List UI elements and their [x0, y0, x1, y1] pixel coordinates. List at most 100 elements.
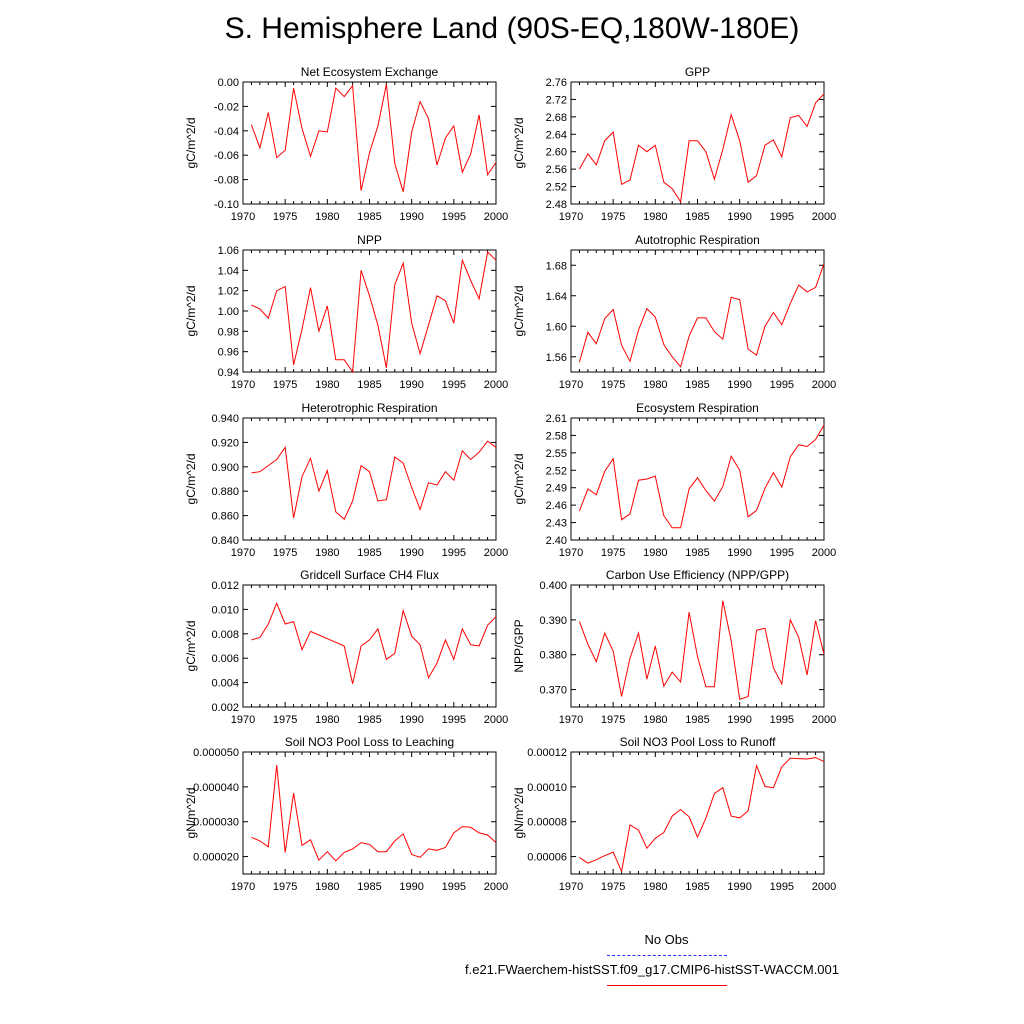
- panel-title: Soil NO3 Pool Loss to Leaching: [285, 735, 454, 749]
- y-axis-label: gC/m^2/d: [184, 621, 198, 672]
- x-tick-label: 1990: [727, 547, 751, 559]
- x-tick-label: 1970: [231, 211, 255, 223]
- x-tick-label: 1975: [601, 881, 625, 893]
- y-tick-label: 2.64: [546, 129, 567, 141]
- panel-title: Ecosystem Respiration: [636, 401, 759, 415]
- y-tick-label: 0.380: [539, 650, 567, 662]
- y-tick-label: 0.860: [211, 511, 239, 523]
- panel-title: NPP: [357, 233, 382, 247]
- x-tick-label: 1970: [231, 379, 255, 391]
- series-line: [251, 440, 497, 521]
- x-tick-label: 1995: [442, 881, 466, 893]
- x-tick-label: 1995: [770, 211, 794, 223]
- panel-heterotrophic-respiration: Heterotrophic Respiration gC/m^2/d 1970 197…: [184, 401, 508, 559]
- series-line: [251, 765, 497, 862]
- y-tick-label: 2.48: [546, 199, 567, 211]
- y-tick-label: 1.00: [218, 306, 239, 318]
- x-tick-label: 1990: [399, 211, 423, 223]
- y-tick-label: 1.60: [546, 321, 567, 333]
- x-tick-label: 1975: [601, 211, 625, 223]
- panel-carbon-use-efficiency-npp-gpp: Carbon Use Efficiency (NPP/GPP) NPP/GPP 19…: [512, 568, 836, 726]
- x-tick-label: 1990: [727, 379, 751, 391]
- y-axis-label: gN/m^2/d: [512, 788, 526, 839]
- x-tick-label: 1990: [727, 881, 751, 893]
- y-tick-label: 0.00: [218, 77, 239, 89]
- x-tick-label: 1975: [601, 547, 625, 559]
- panel-title: Carbon Use Efficiency (NPP/GPP): [606, 568, 789, 582]
- x-tick-label: 1980: [643, 379, 667, 391]
- x-tick-label: 1995: [442, 714, 466, 726]
- panel-npp: NPP gC/m^2/d 1970 1975 1980 1985 1990 1995 2000 0…: [184, 233, 508, 391]
- y-tick-label: -0.08: [214, 175, 239, 187]
- x-tick-label: 1980: [643, 547, 667, 559]
- x-tick-label: 1990: [399, 881, 423, 893]
- series-line: [578, 263, 825, 368]
- y-tick-label: 0.006: [211, 653, 239, 665]
- x-tick-label: 2000: [484, 379, 508, 391]
- x-tick-label: 1995: [770, 881, 794, 893]
- x-tick-label: 1985: [357, 714, 381, 726]
- plot-frame: [570, 249, 825, 373]
- y-tick-label: 2.43: [546, 518, 567, 530]
- y-tick-label: -0.06: [214, 150, 239, 162]
- y-tick-label: 0.370: [539, 685, 567, 697]
- y-tick-label: 0.010: [211, 604, 239, 616]
- y-tick-label: 2.40: [546, 535, 567, 547]
- x-tick-label: 1975: [273, 379, 297, 391]
- x-tick-label: 1985: [685, 881, 709, 893]
- y-tick-label: 0.000050: [193, 747, 239, 759]
- x-tick-label: 1990: [727, 211, 751, 223]
- y-tick-label: 2.55: [546, 448, 567, 460]
- x-tick-label: 1985: [357, 547, 381, 559]
- series-line: [251, 601, 497, 684]
- y-tick-label: 0.002: [211, 702, 239, 714]
- y-tick-label: 1.56: [546, 352, 567, 364]
- x-tick-label: 1970: [559, 881, 583, 893]
- y-tick-label: 2.58: [546, 430, 567, 442]
- x-tick-label: 1980: [643, 714, 667, 726]
- x-tick-label: 1995: [442, 547, 466, 559]
- y-axis-label: NPP/GPP: [512, 619, 526, 672]
- panel-title: Gridcell Surface CH4 Flux: [300, 568, 439, 582]
- x-tick-label: 1980: [315, 379, 339, 391]
- x-tick-label: 1970: [231, 714, 255, 726]
- y-tick-label: -0.10: [214, 199, 239, 211]
- x-tick-label: 2000: [812, 714, 836, 726]
- x-tick-label: 1985: [685, 714, 709, 726]
- plot-frame: [570, 81, 825, 205]
- y-tick-label: 0.98: [218, 326, 239, 338]
- x-tick-label: 1975: [273, 714, 297, 726]
- x-tick-label: 1995: [442, 379, 466, 391]
- y-tick-label: -0.02: [214, 101, 239, 113]
- y-tick-label: 1.68: [546, 260, 567, 272]
- y-tick-label: 0.400: [539, 580, 567, 592]
- x-tick-label: 2000: [812, 881, 836, 893]
- plot-frame: [570, 584, 825, 708]
- y-tick-label: 0.00012: [527, 747, 567, 759]
- panel-gridcell-surface-ch4-flux: Gridcell Surface CH4 Flux gC/m^2/d 1970 197…: [184, 568, 508, 726]
- panel-net-ecosystem-exchange: Net Ecosystem Exchange gC/m^2/d 1970 1975 19…: [184, 65, 508, 223]
- x-tick-label: 1985: [685, 547, 709, 559]
- panel-title: Soil NO3 Pool Loss to Runoff: [620, 735, 777, 749]
- panel-gpp: GPP gC/m^2/d 1970 1975 1980 1985 1990 1995 2000 2…: [512, 65, 836, 223]
- y-tick-label: 1.06: [218, 245, 239, 257]
- series-line: [579, 757, 825, 874]
- x-tick-label: 2000: [812, 379, 836, 391]
- x-tick-label: 1980: [315, 881, 339, 893]
- x-tick-label: 1995: [770, 379, 794, 391]
- panel-ecosystem-respiration: Ecosystem Respiration gC/m^2/d 1970 1975 198…: [512, 401, 836, 559]
- y-tick-label: 2.76: [546, 77, 567, 89]
- x-tick-label: 2000: [812, 211, 836, 223]
- series-line: [251, 250, 497, 374]
- x-tick-label: 1985: [685, 379, 709, 391]
- y-tick-label: 2.49: [546, 483, 567, 495]
- x-tick-label: 2000: [484, 547, 508, 559]
- y-tick-label: 2.61: [546, 413, 567, 425]
- y-tick-label: 2.72: [546, 94, 567, 106]
- y-tick-label: 0.940: [211, 413, 239, 425]
- y-axis-label: gC/m^2/d: [512, 118, 526, 169]
- y-axis-label: gC/m^2/d: [512, 454, 526, 505]
- figure-title: S. Hemisphere Land (90S-EQ,180W-180E): [224, 12, 800, 45]
- series-line: [250, 84, 497, 192]
